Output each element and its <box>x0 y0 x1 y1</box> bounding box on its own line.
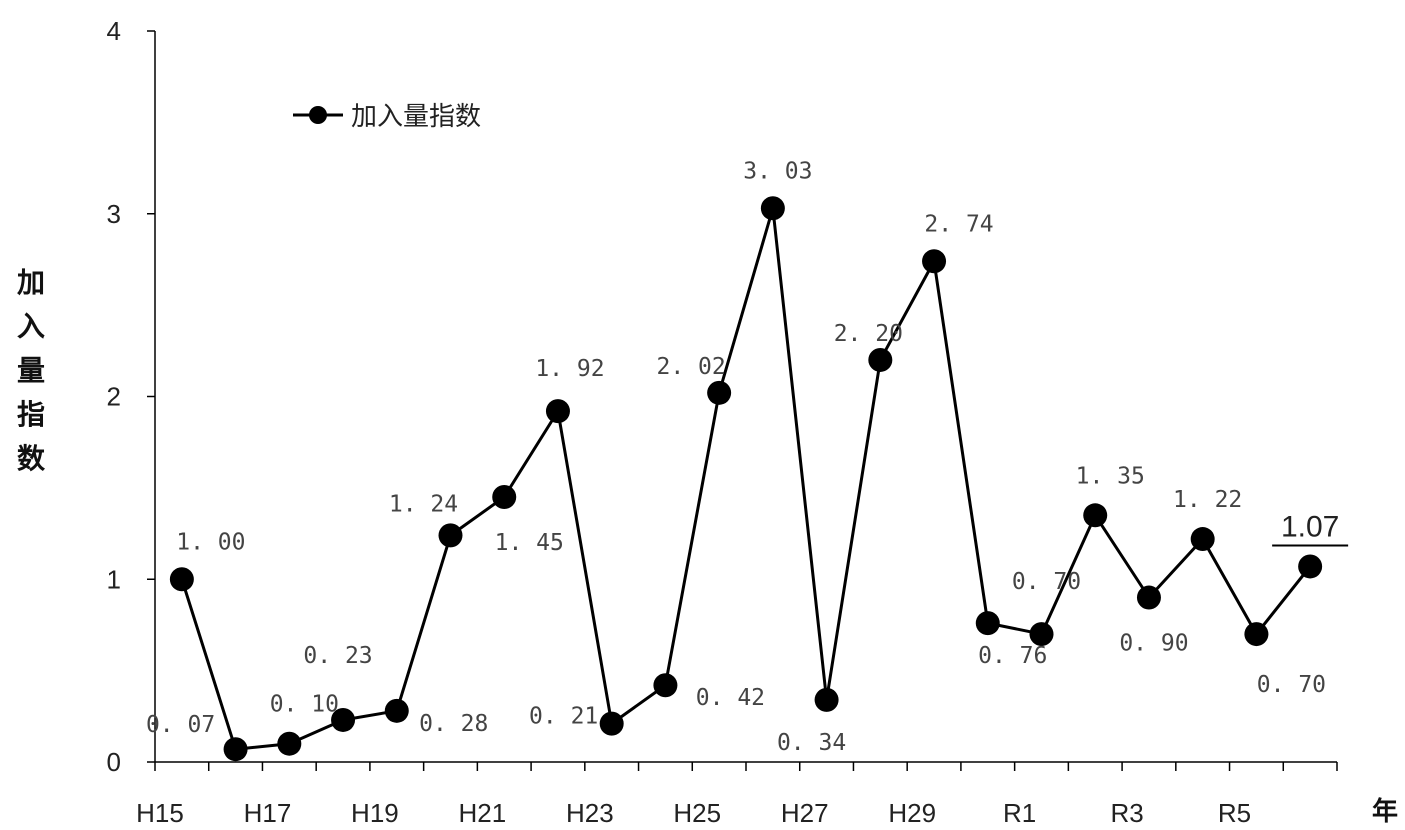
data-point <box>653 673 678 698</box>
x-axis-label: 年 <box>1372 796 1398 827</box>
data-point <box>1136 585 1161 610</box>
x-tick-label: H23 <box>566 798 614 828</box>
data-label: 0. 70 <box>1012 569 1081 595</box>
data-label: 0. 21 <box>529 704 598 730</box>
data-label: 3. 03 <box>743 158 812 184</box>
data-point <box>814 687 839 712</box>
x-tick-label: H17 <box>244 798 292 828</box>
data-point <box>868 347 893 372</box>
y-axis-label-char: 入 <box>17 310 45 343</box>
data-point <box>331 707 356 732</box>
data-label: 0. 07 <box>146 712 215 738</box>
data-label: 2. 02 <box>657 354 726 380</box>
data-point <box>599 711 624 736</box>
x-tick-label: R5 <box>1218 798 1251 828</box>
data-label: 1. 24 <box>389 491 458 517</box>
x-tick-label: H15 <box>136 798 184 828</box>
data-label: 1. 92 <box>535 356 604 382</box>
data-point <box>975 611 1000 636</box>
data-label: 0. 70 <box>1257 672 1326 698</box>
y-axis-ticks: 0 1 2 3 4 <box>107 16 155 777</box>
y-tick-label: 0 <box>107 747 121 777</box>
x-tick-label: R3 <box>1110 798 1143 828</box>
data-point <box>1244 622 1269 647</box>
legend: 加入量指数 <box>293 102 481 132</box>
data-point <box>492 485 517 510</box>
y-axis-label-char: 量 <box>17 354 45 387</box>
y-tick-label: 4 <box>107 16 121 46</box>
y-tick-label: 3 <box>107 199 121 229</box>
y-tick-label: 1 <box>107 564 121 594</box>
series-group <box>169 196 1323 762</box>
y-axis-label-char: 指 <box>17 398 45 431</box>
y-tick-label: 2 <box>107 382 121 412</box>
data-label: 0. 42 <box>696 685 765 711</box>
series-line <box>180 206 1312 751</box>
x-tick-label: R1 <box>1003 798 1036 828</box>
data-label: 1. 00 <box>176 529 245 555</box>
data-point <box>1083 503 1108 528</box>
data-label: 0. 23 <box>303 643 372 669</box>
x-axis-ticks: H15 H17 H19 H21 H23 H25 H27 H29 R1 R3 R5 <box>136 762 1338 828</box>
data-label: 0. 28 <box>419 711 488 737</box>
data-point <box>1190 527 1215 552</box>
x-tick-label: H29 <box>888 798 936 828</box>
data-label: 1. 35 <box>1076 463 1145 489</box>
data-label: 0. 76 <box>978 643 1047 669</box>
data-labels: 1. 00 0. 07 0. 10 0. 23 0. 28 1. 24 1. 45 1. 92… <box>146 158 1349 756</box>
data-point <box>1298 554 1323 579</box>
y-axis-label-char: 加 <box>17 266 45 299</box>
data-point <box>384 698 409 723</box>
legend-marker <box>309 106 327 124</box>
y-axis-label-char: 数 <box>17 442 46 475</box>
data-label: 2. 74 <box>924 211 993 237</box>
data-point <box>438 523 463 548</box>
data-label: 2. 20 <box>834 321 903 347</box>
data-point <box>223 737 248 762</box>
x-tick-label: H25 <box>673 798 721 828</box>
data-point <box>277 731 302 756</box>
x-tick-label: H19 <box>351 798 399 828</box>
data-label: 1.07 <box>1281 510 1339 543</box>
data-point <box>760 196 785 221</box>
x-tick-label: H21 <box>459 798 507 828</box>
data-label: 1. 22 <box>1173 487 1242 513</box>
x-tick-label: H27 <box>781 798 829 828</box>
data-point <box>545 399 570 424</box>
data-label: 0. 90 <box>1119 631 1188 657</box>
data-point <box>1029 622 1054 647</box>
y-axis-label: 加入量指数 <box>17 266 46 475</box>
data-point <box>169 567 194 592</box>
legend-label: 加入量指数 <box>351 102 481 132</box>
data-label: 0. 10 <box>270 692 339 718</box>
data-label: 1. 45 <box>495 530 564 556</box>
data-point <box>922 249 947 274</box>
data-point <box>707 380 732 405</box>
data-label: 0. 34 <box>777 730 846 756</box>
